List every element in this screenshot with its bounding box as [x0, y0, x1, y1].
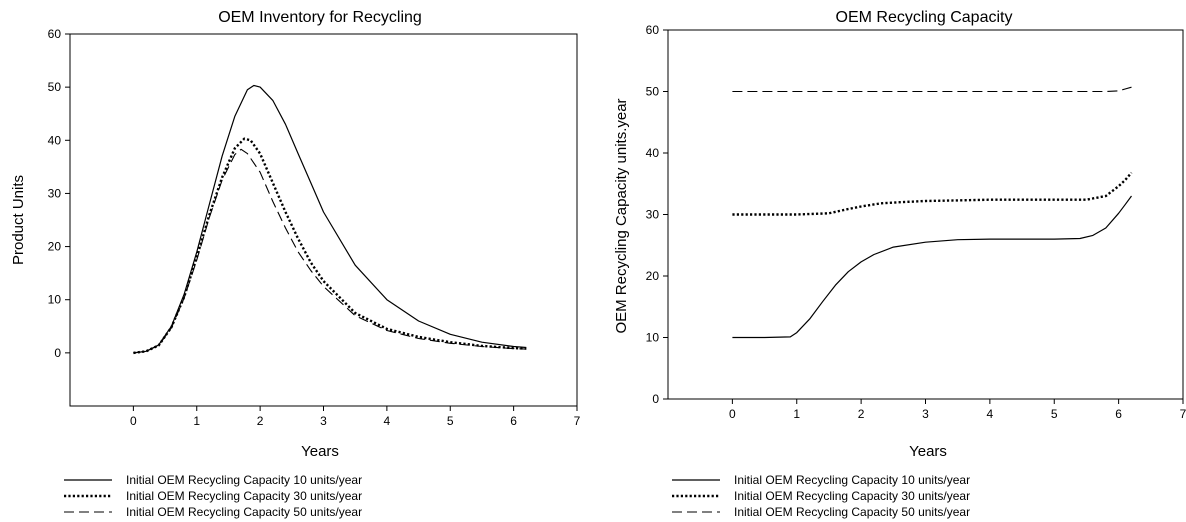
- inventory-xtick-label: 4: [384, 414, 391, 428]
- capacity-legend-label: Initial OEM Recycling Capacity 30 units/…: [734, 489, 970, 503]
- chart-inventory-legend: Initial OEM Recycling Capacity 10 units/…: [64, 473, 362, 519]
- chart-inventory-series: [133, 84, 527, 355]
- capacity-xtick-label: 5: [1051, 407, 1058, 421]
- chart-capacity: OEM Recycling Capacity 0 1 2 3 4 5 6 7 0 10 20 30 40…: [613, 9, 1186, 519]
- capacity-ytick-label: 60: [646, 23, 660, 37]
- chart-inventory: OEM Inventory for Recycling 0 1 2 3 4 5 6 7 0 10 2…: [10, 9, 581, 519]
- inventory-ytick-label: 0: [54, 346, 61, 360]
- chart-inventory-xlabel: Years: [301, 443, 339, 460]
- inventory-xtick-label: 5: [447, 414, 454, 428]
- capacity-ytick-label: 20: [646, 269, 660, 283]
- chart-inventory-title: OEM Inventory for Recycling: [218, 9, 422, 26]
- inventory-ytick-label: 60: [48, 27, 62, 41]
- inventory-legend-label: Initial OEM Recycling Capacity 10 units/…: [126, 473, 362, 487]
- capacity-series-line-solid: [732, 195, 1132, 339]
- chart-capacity-ticks: 0 1 2 3 4 5 6 7 0 10 20 30 40 50 60: [646, 23, 1186, 421]
- capacity-ytick-label: 40: [646, 146, 660, 160]
- inventory-ytick-label: 30: [48, 186, 62, 200]
- capacity-legend-label: Initial OEM Recycling Capacity 50 units/…: [734, 505, 970, 519]
- inventory-series-line-dotted: [133, 137, 527, 355]
- chart-inventory-ticks: 0 1 2 3 4 5 6 7 0 10 20 30 40 50 60: [48, 27, 581, 428]
- chart-capacity-title: OEM Recycling Capacity: [836, 9, 1013, 26]
- inventory-legend-label: Initial OEM Recycling Capacity 30 units/…: [126, 489, 362, 503]
- capacity-xtick-label: 2: [858, 407, 865, 421]
- inventory-xtick-label: 2: [257, 414, 264, 428]
- inventory-legend-label: Initial OEM Recycling Capacity 50 units/…: [126, 505, 362, 519]
- capacity-ytick-label: 0: [652, 392, 659, 406]
- chart-capacity-ylabel: OEM Recycling Capacity units.year: [613, 98, 630, 333]
- capacity-ytick-label: 30: [646, 208, 660, 222]
- inventory-series-line-solid: [133, 84, 527, 354]
- chart-capacity-legend: Initial OEM Recycling Capacity 10 units/…: [672, 473, 970, 519]
- capacity-series-line-dashed: [732, 86, 1132, 93]
- inventory-xtick-label: 1: [193, 414, 200, 428]
- chart-capacity-xlabel: Years: [909, 443, 947, 460]
- capacity-xtick-label: 1: [793, 407, 800, 421]
- capacity-xtick-label: 3: [922, 407, 929, 421]
- chart-capacity-plot-frame: [667, 29, 1184, 400]
- inventory-xtick-label: 6: [510, 414, 517, 428]
- capacity-xtick-label: 4: [987, 407, 994, 421]
- capacity-ytick-label: 50: [646, 85, 660, 99]
- capacity-ytick-label: 10: [646, 331, 660, 345]
- inventory-ytick-label: 50: [48, 80, 62, 94]
- inventory-xtick-label: 0: [130, 414, 137, 428]
- capacity-xtick-label: 7: [1180, 407, 1186, 421]
- chart-inventory-ylabel: Product Units: [10, 175, 27, 265]
- inventory-ytick-label: 10: [48, 293, 62, 307]
- inventory-ytick-label: 40: [48, 133, 62, 147]
- capacity-xtick-label: 0: [729, 407, 736, 421]
- capacity-xtick-label: 6: [1115, 407, 1122, 421]
- chart-capacity-series: [732, 86, 1133, 339]
- capacity-legend-label: Initial OEM Recycling Capacity 10 units/…: [734, 473, 970, 487]
- inventory-series-line-dashed: [133, 148, 527, 354]
- capacity-series-line-dotted: [732, 171, 1133, 216]
- inventory-xtick-label: 3: [320, 414, 327, 428]
- inventory-ytick-label: 20: [48, 240, 62, 254]
- inventory-xtick-label: 7: [574, 414, 581, 428]
